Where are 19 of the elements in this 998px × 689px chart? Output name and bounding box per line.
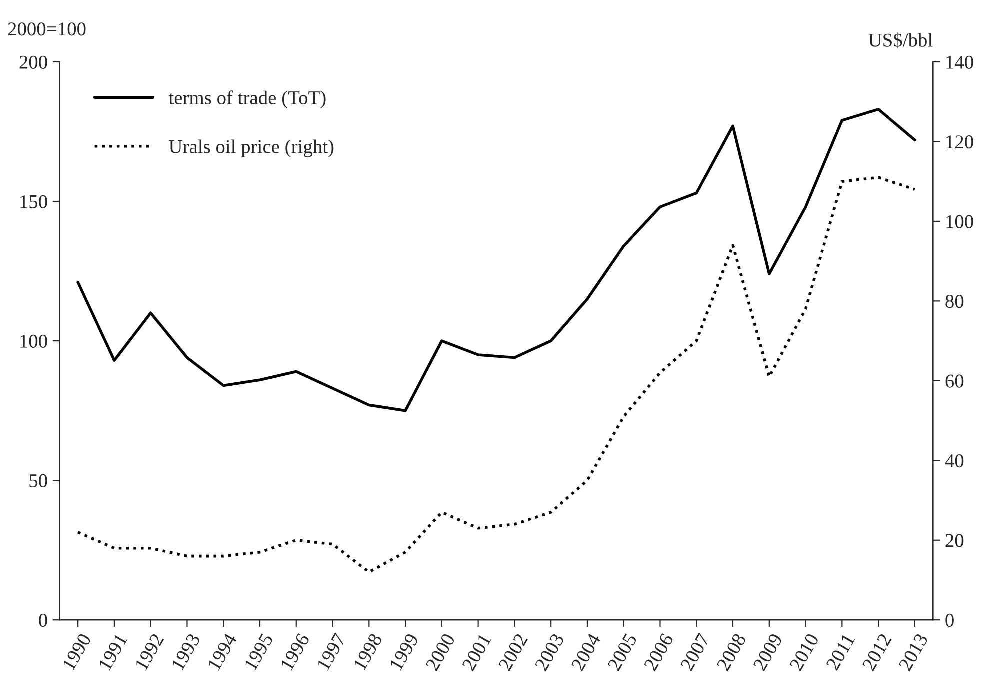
y2-axis-title: US$/bbl — [868, 32, 933, 48]
legend-label: terms of trade (ToT) — [168, 90, 326, 109]
line-series — [76, 176, 916, 574]
y2-tick-label: 120 — [946, 136, 974, 149]
y2-tick-label: 20 — [946, 534, 964, 548]
y2-tick-label: 100 — [946, 215, 974, 228]
y-tick-label: 200 — [20, 56, 48, 69]
y2-tick-label: 40 — [945, 454, 964, 468]
y2-tick-label: 0 — [946, 614, 954, 628]
y2-tick-label: 140 — [946, 56, 974, 69]
y-axis-title: 2000=100 — [8, 22, 86, 36]
legend-label: Urals oil price (right) — [169, 140, 334, 158]
y-tick-label: 150 — [20, 195, 48, 208]
line-series — [76, 108, 916, 412]
y2-tick-label: 60 — [946, 374, 964, 388]
y2-tick-label: 80 — [946, 295, 964, 308]
y-tick-label: 50 — [30, 474, 48, 488]
y-tick-label: 0 — [39, 614, 48, 628]
y-tick-label: 100 — [20, 334, 48, 348]
